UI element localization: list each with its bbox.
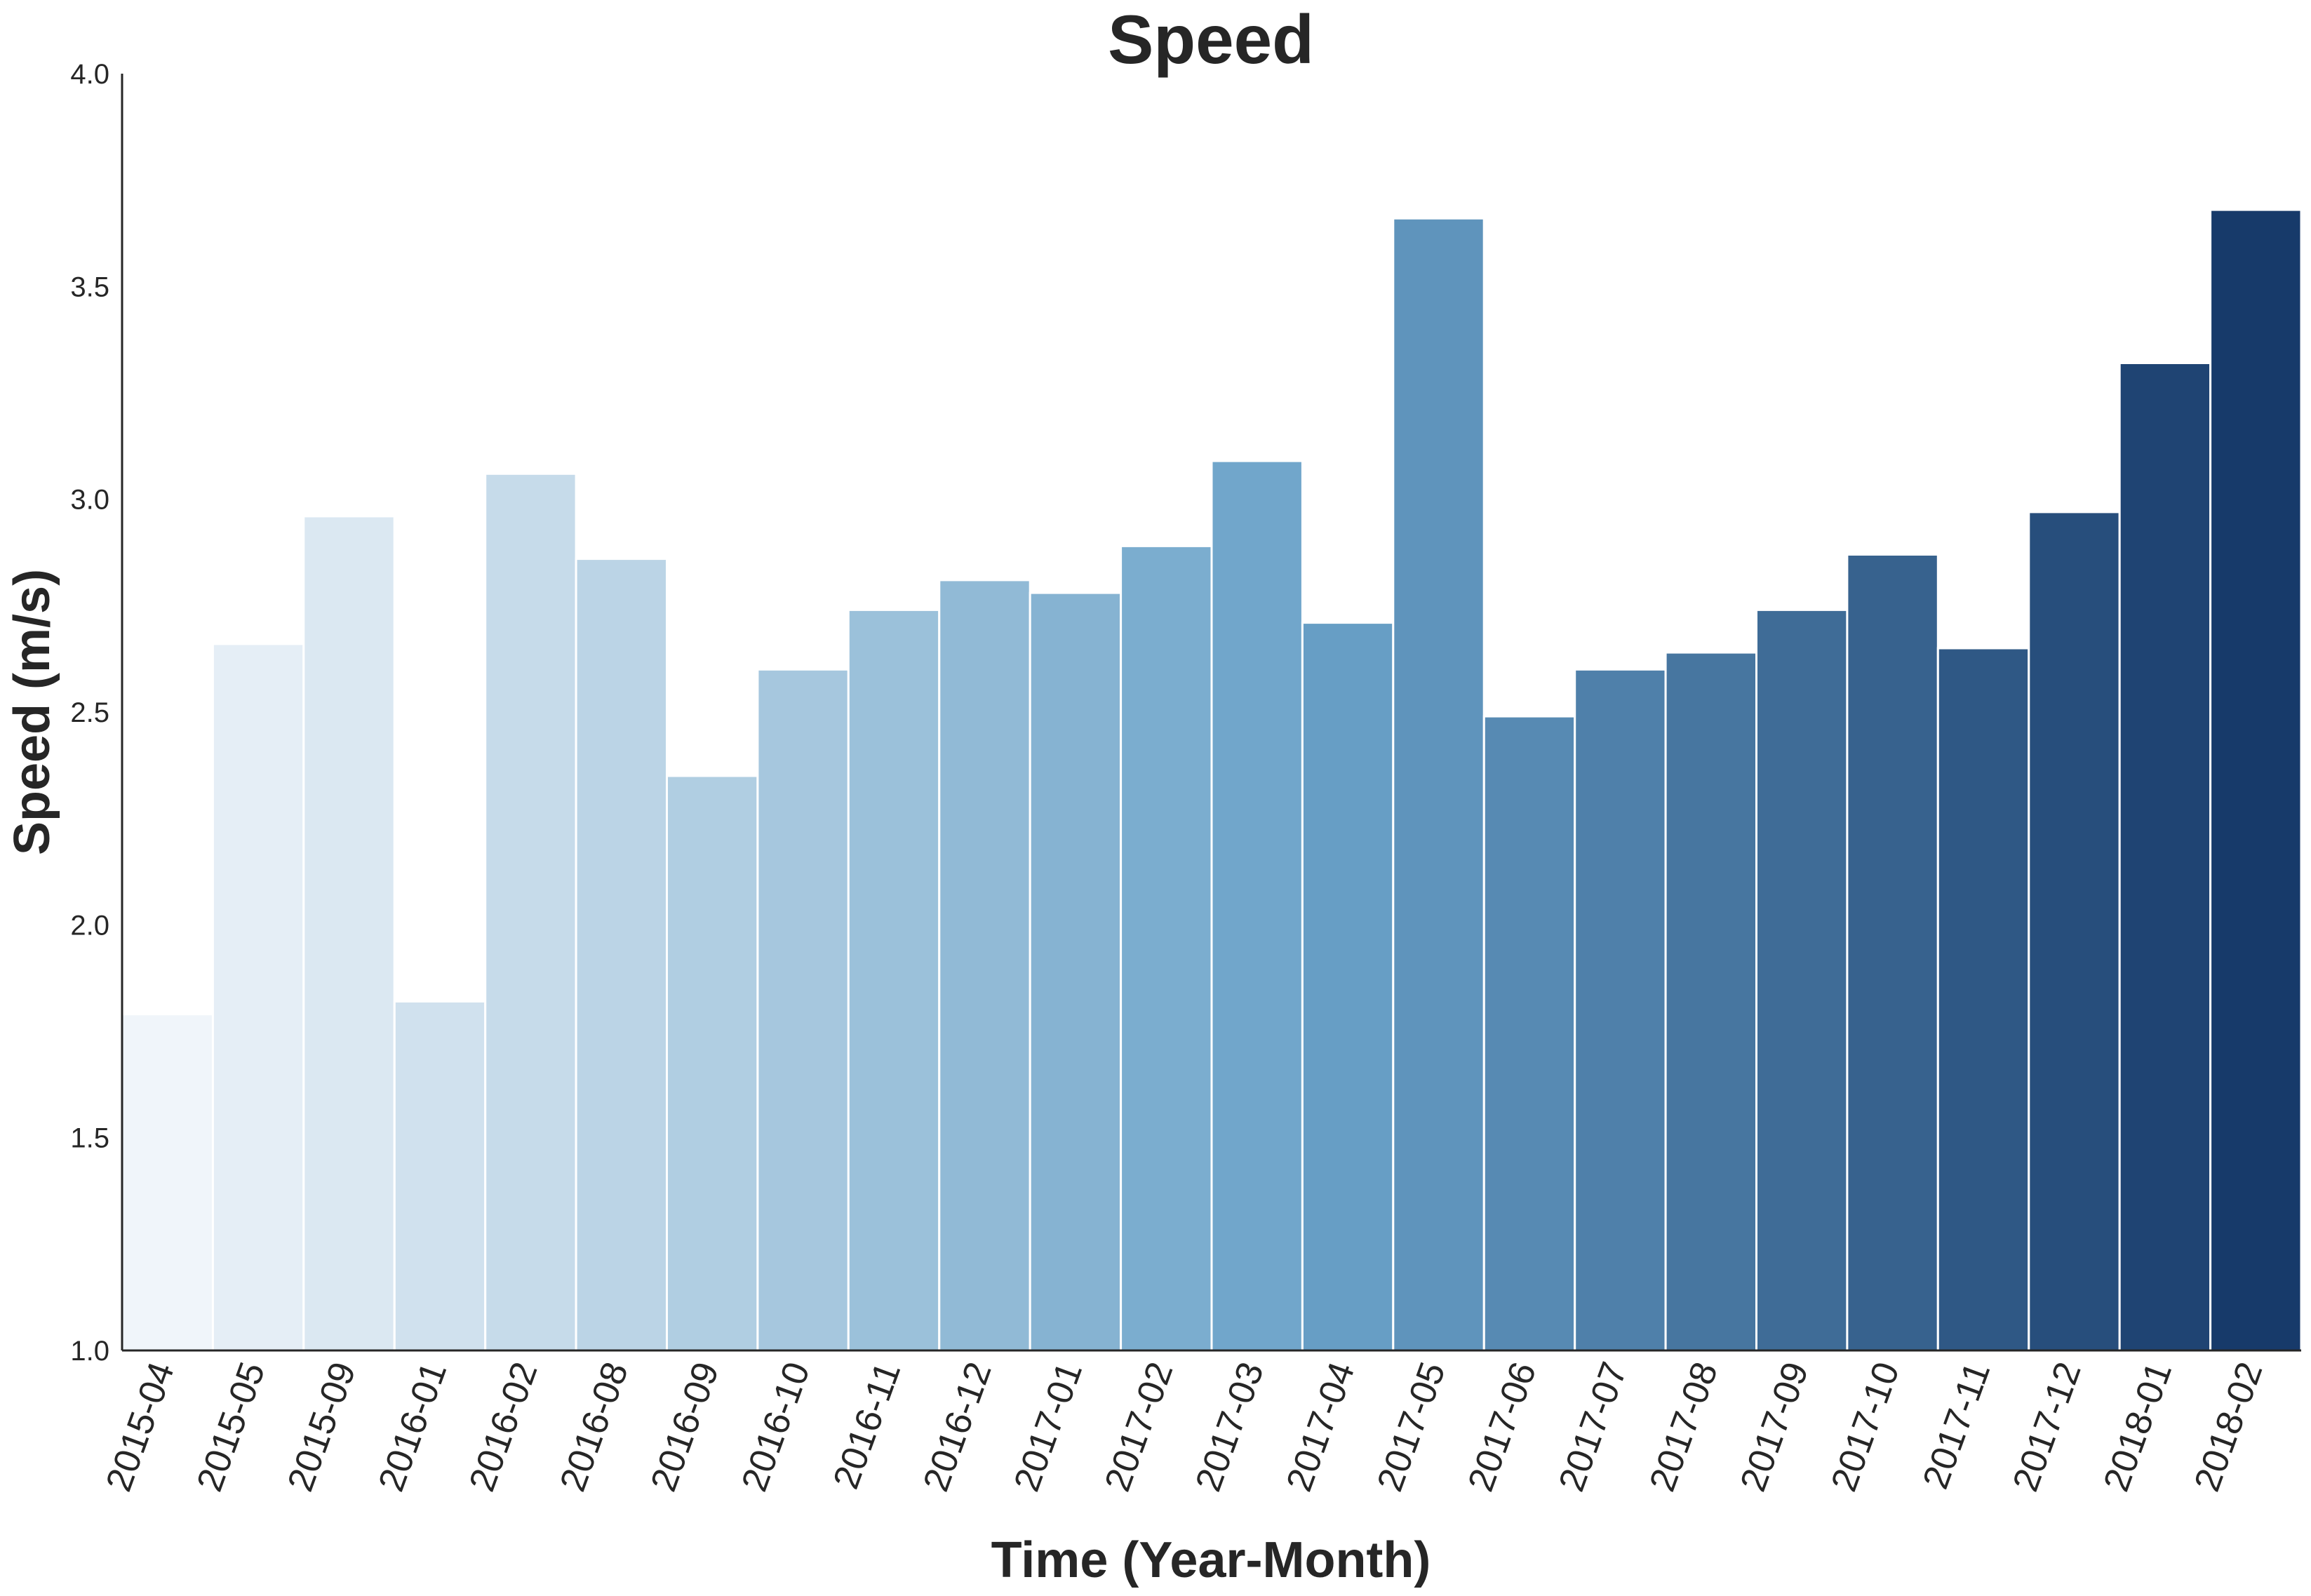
chart-title: Speed [1108,1,1314,78]
bar-2017-12 [2028,511,2121,1352]
bar-2017-03 [1210,460,1304,1352]
bar-2017-04 [1301,622,1395,1352]
x-tick-label: 2017-12 [2005,1357,2089,1496]
y-tick-label: 1.0 [70,1336,109,1367]
bar-2016-02 [484,472,577,1352]
x-tick-label: 2015-09 [280,1357,364,1496]
x-tick-label: 2015-05 [189,1357,274,1496]
x-tick-label: 2016-08 [552,1357,636,1496]
x-tick-label: 2017-01 [1006,1357,1090,1496]
x-tick-label: 2016-09 [643,1357,728,1496]
x-tick-label: 2015-04 [98,1357,182,1496]
x-tick-label: 2016-11 [826,1357,909,1494]
bar-2015-05 [211,643,305,1352]
x-tick-label: 2017-10 [1823,1357,1908,1496]
x-tick-label: 2017-07 [1551,1357,1635,1496]
bar-2017-01 [1029,591,1123,1352]
x-tick-label: 2017-08 [1642,1357,1726,1496]
x-tick-label: 2017-11 [1915,1357,1998,1494]
x-tick-label: 2017-04 [1279,1357,1363,1496]
bars-group [121,208,2303,1352]
x-tick-label: 2018-01 [2096,1357,2180,1496]
x-tick-label: 2018-02 [2187,1357,2271,1496]
bar-2016-08 [575,558,668,1352]
bar-2017-07 [1574,668,1667,1352]
bar-2015-04 [121,1013,214,1352]
bar-2017-02 [1120,544,1213,1352]
bar-2017-09 [1755,608,1849,1352]
y-axis-label: Speed (m/s) [4,569,60,855]
y-tick-label: 2.5 [70,697,109,728]
bar-2016-10 [756,668,850,1352]
bar-2016-12 [938,579,1031,1352]
bar-2017-06 [1482,715,1576,1352]
x-tick-label: 2017-06 [1461,1357,1545,1496]
bar-2017-10 [1846,554,1939,1352]
bar-2017-08 [1664,651,1758,1352]
bar-2015-09 [302,515,396,1352]
bar-2016-01 [393,1000,487,1352]
bar-2016-09 [666,774,759,1352]
bar-2017-11 [1936,647,2030,1352]
y-tick-label: 3.0 [70,485,109,516]
x-tick-label: 2017-02 [1097,1357,1181,1496]
x-tick-label: 2016-12 [916,1357,1000,1496]
bar-2016-11 [847,608,941,1352]
bar-2018-02 [2209,208,2303,1352]
bar-2017-05 [1392,217,1485,1352]
x-tick-label: 2017-05 [1369,1357,1454,1496]
x-tick-label: 2016-02 [462,1357,546,1496]
y-tick-label: 2.0 [70,910,109,941]
y-ticks: 1.0 1.5 2.0 2.5 3.0 3.5 4.0 [70,59,109,1367]
y-tick-label: 3.5 [70,271,109,302]
y-tick-label: 4.0 [70,59,109,90]
x-tick-label: 2017-03 [1188,1357,1272,1496]
x-axis-label: Time (Year-Month) [991,1532,1431,1588]
x-tick-label: 2016-10 [734,1357,818,1496]
bar-2018-01 [2118,362,2212,1352]
x-tick-label: 2017-09 [1733,1357,1817,1496]
x-tick-label: 2016-01 [371,1357,455,1496]
y-tick-label: 1.5 [70,1123,109,1154]
x-ticks: 2015-04 2015-05 2015-09 2016-01 2016-02 2016-… [98,1357,2270,1496]
